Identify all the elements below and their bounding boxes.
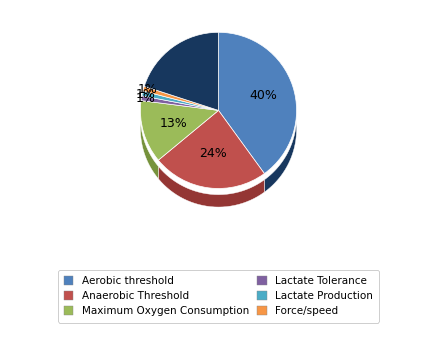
Text: 13%: 13% [160, 117, 187, 130]
Wedge shape [144, 32, 218, 110]
Text: 40%: 40% [249, 90, 277, 102]
Text: 24%: 24% [199, 146, 227, 160]
Wedge shape [218, 32, 297, 174]
Wedge shape [143, 86, 218, 110]
Text: 1%: 1% [136, 88, 156, 101]
Text: 1%: 1% [137, 83, 157, 96]
Polygon shape [264, 117, 297, 192]
Wedge shape [140, 101, 218, 160]
Polygon shape [140, 117, 158, 179]
Text: 1%: 1% [135, 92, 155, 105]
Polygon shape [158, 166, 264, 207]
Wedge shape [158, 110, 264, 188]
Wedge shape [141, 96, 218, 110]
Wedge shape [142, 91, 218, 110]
Legend: Aerobic threshold, Anaerobic Threshold, Maximum Oxygen Consumption, Lactate Tole: Aerobic threshold, Anaerobic Threshold, … [58, 270, 379, 322]
